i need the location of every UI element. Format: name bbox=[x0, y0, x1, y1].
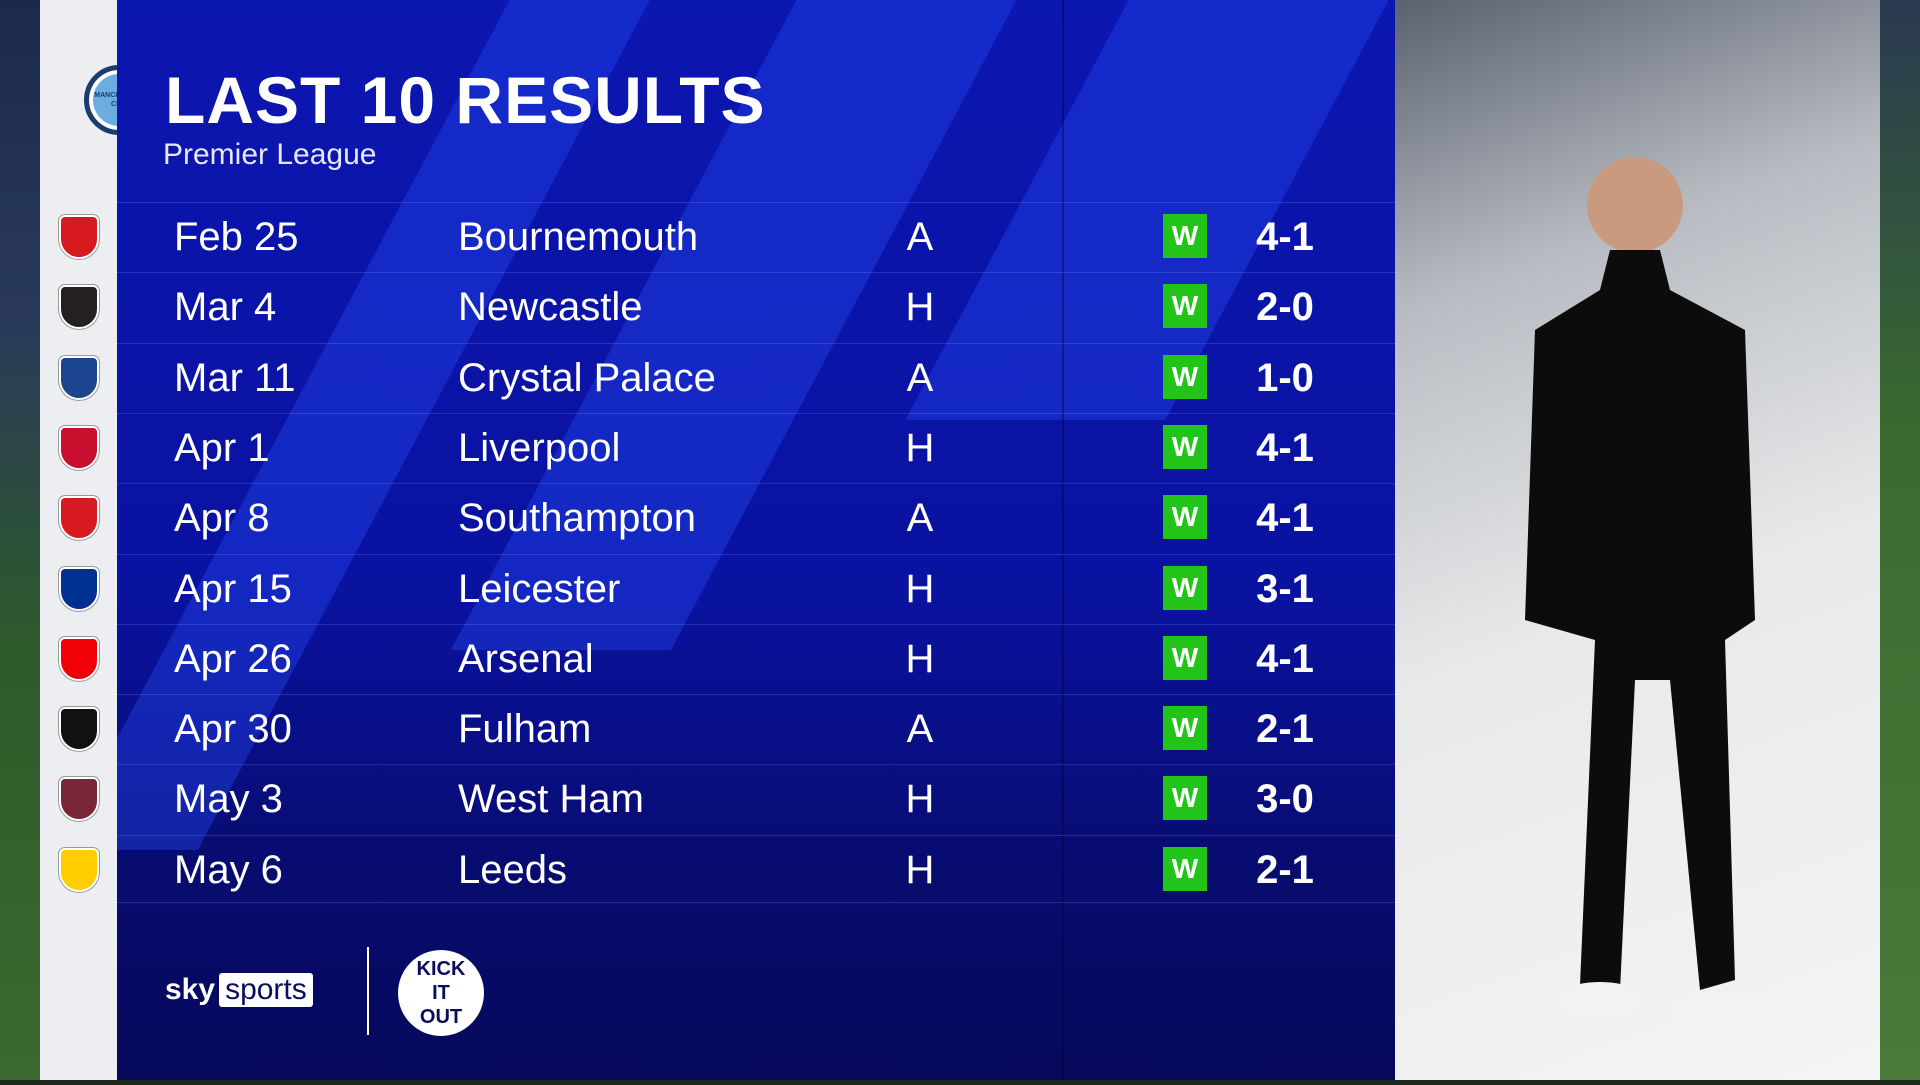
result-row: Apr 1 Liverpool H W 4-1 bbox=[117, 412, 1395, 483]
result-badge: W bbox=[1163, 284, 1207, 329]
opponent-crest-icon bbox=[58, 284, 100, 330]
venue: A bbox=[906, 496, 934, 541]
venue: H bbox=[905, 636, 935, 681]
opponent-crest-icon bbox=[58, 214, 100, 260]
opponent-crest-icon bbox=[58, 776, 100, 822]
page-title: LAST 10 RESULTS bbox=[165, 63, 766, 137]
match-score: 3-1 bbox=[1256, 566, 1314, 611]
result-row: May 3 West Ham H W 3-0 bbox=[117, 764, 1395, 834]
opponent-name: Leicester bbox=[458, 566, 621, 611]
competition-subtitle: Premier League bbox=[163, 138, 377, 171]
match-score: 4-1 bbox=[1256, 636, 1314, 681]
match-date: Apr 26 bbox=[174, 636, 292, 681]
kick-it-out-logo: KICK IT OUT bbox=[398, 950, 484, 1036]
opponent-crest-icon bbox=[58, 566, 100, 612]
opponent-name: Leeds bbox=[458, 847, 567, 892]
match-score: 2-1 bbox=[1256, 847, 1314, 892]
match-date: May 6 bbox=[174, 847, 283, 892]
match-date: Apr 1 bbox=[174, 425, 270, 470]
venue: A bbox=[906, 215, 934, 259]
sky-sports-logo: sky sports bbox=[165, 973, 313, 1007]
column-divider bbox=[1062, 0, 1064, 1080]
match-date: Apr 8 bbox=[174, 496, 270, 541]
match-score: 2-1 bbox=[1256, 707, 1314, 752]
opponent-crest-icon bbox=[58, 355, 100, 401]
opponent-name: West Ham bbox=[458, 777, 644, 822]
opponent-crest-icon bbox=[58, 636, 100, 682]
result-row: Mar 11 Crystal Palace A W 1-0 bbox=[117, 342, 1395, 413]
result-badge: W bbox=[1163, 424, 1207, 469]
results-panel: LAST 10 RESULTS Premier League Feb 25 Bo… bbox=[117, 0, 1395, 1080]
result-badge: W bbox=[1163, 635, 1207, 680]
opponent-name: Newcastle bbox=[458, 285, 643, 330]
result-row: Feb 25 Bournemouth A W 4-1 bbox=[117, 202, 1395, 272]
stadium-background-left bbox=[0, 0, 40, 1080]
opponent-crest-icon bbox=[58, 495, 100, 541]
match-score: 4-1 bbox=[1256, 496, 1314, 541]
match-score: 3-0 bbox=[1256, 777, 1314, 822]
venue: H bbox=[905, 847, 935, 892]
match-score: 4-1 bbox=[1256, 425, 1314, 470]
result-badge: W bbox=[1163, 214, 1207, 258]
match-score: 4-1 bbox=[1256, 215, 1314, 259]
logo-separator bbox=[367, 947, 369, 1035]
match-date: May 3 bbox=[174, 777, 283, 822]
venue: A bbox=[906, 707, 934, 752]
match-date: Feb 25 bbox=[174, 215, 299, 259]
opponent-name: Liverpool bbox=[458, 425, 621, 470]
result-badge: W bbox=[1163, 706, 1207, 751]
venue: H bbox=[905, 566, 935, 611]
result-badge: W bbox=[1163, 846, 1207, 891]
result-row: Apr 15 Leicester H W 3-1 bbox=[117, 553, 1395, 624]
stadium-background-right bbox=[1880, 0, 1920, 1080]
opponent-name: Bournemouth bbox=[458, 215, 699, 259]
opponent-crest-icon bbox=[58, 425, 100, 471]
opponent-name: Southampton bbox=[458, 496, 696, 541]
match-date: Apr 30 bbox=[174, 707, 292, 752]
opponent-name: Fulham bbox=[458, 707, 592, 752]
result-row: Apr 8 Southampton A W 4-1 bbox=[117, 483, 1395, 553]
result-row: May 6 Leeds H W 2-1 bbox=[117, 834, 1395, 905]
opponent-name: Arsenal bbox=[458, 636, 594, 681]
match-score: 1-0 bbox=[1256, 355, 1314, 400]
result-badge: W bbox=[1163, 495, 1207, 540]
result-row: Apr 30 Fulham A W 2-1 bbox=[117, 694, 1395, 764]
match-date: Mar 11 bbox=[174, 355, 296, 400]
venue: H bbox=[905, 285, 935, 330]
result-row: Apr 26 Arsenal H W 4-1 bbox=[117, 623, 1395, 694]
venue: A bbox=[906, 355, 934, 400]
result-badge: W bbox=[1163, 776, 1207, 821]
venue: H bbox=[905, 777, 935, 822]
opponent-crest-icon bbox=[58, 847, 100, 893]
opponent-crest-icon bbox=[58, 706, 100, 752]
manager-photo bbox=[1395, 0, 1880, 1080]
result-row: Mar 4 Newcastle H W 2-0 bbox=[117, 272, 1395, 342]
venue: H bbox=[905, 425, 935, 470]
match-date: Apr 15 bbox=[174, 566, 292, 611]
match-date: Mar 4 bbox=[174, 285, 277, 330]
opponent-name: Crystal Palace bbox=[458, 355, 716, 400]
result-badge: W bbox=[1163, 565, 1207, 610]
match-score: 2-0 bbox=[1256, 285, 1314, 330]
result-badge: W bbox=[1163, 354, 1207, 399]
